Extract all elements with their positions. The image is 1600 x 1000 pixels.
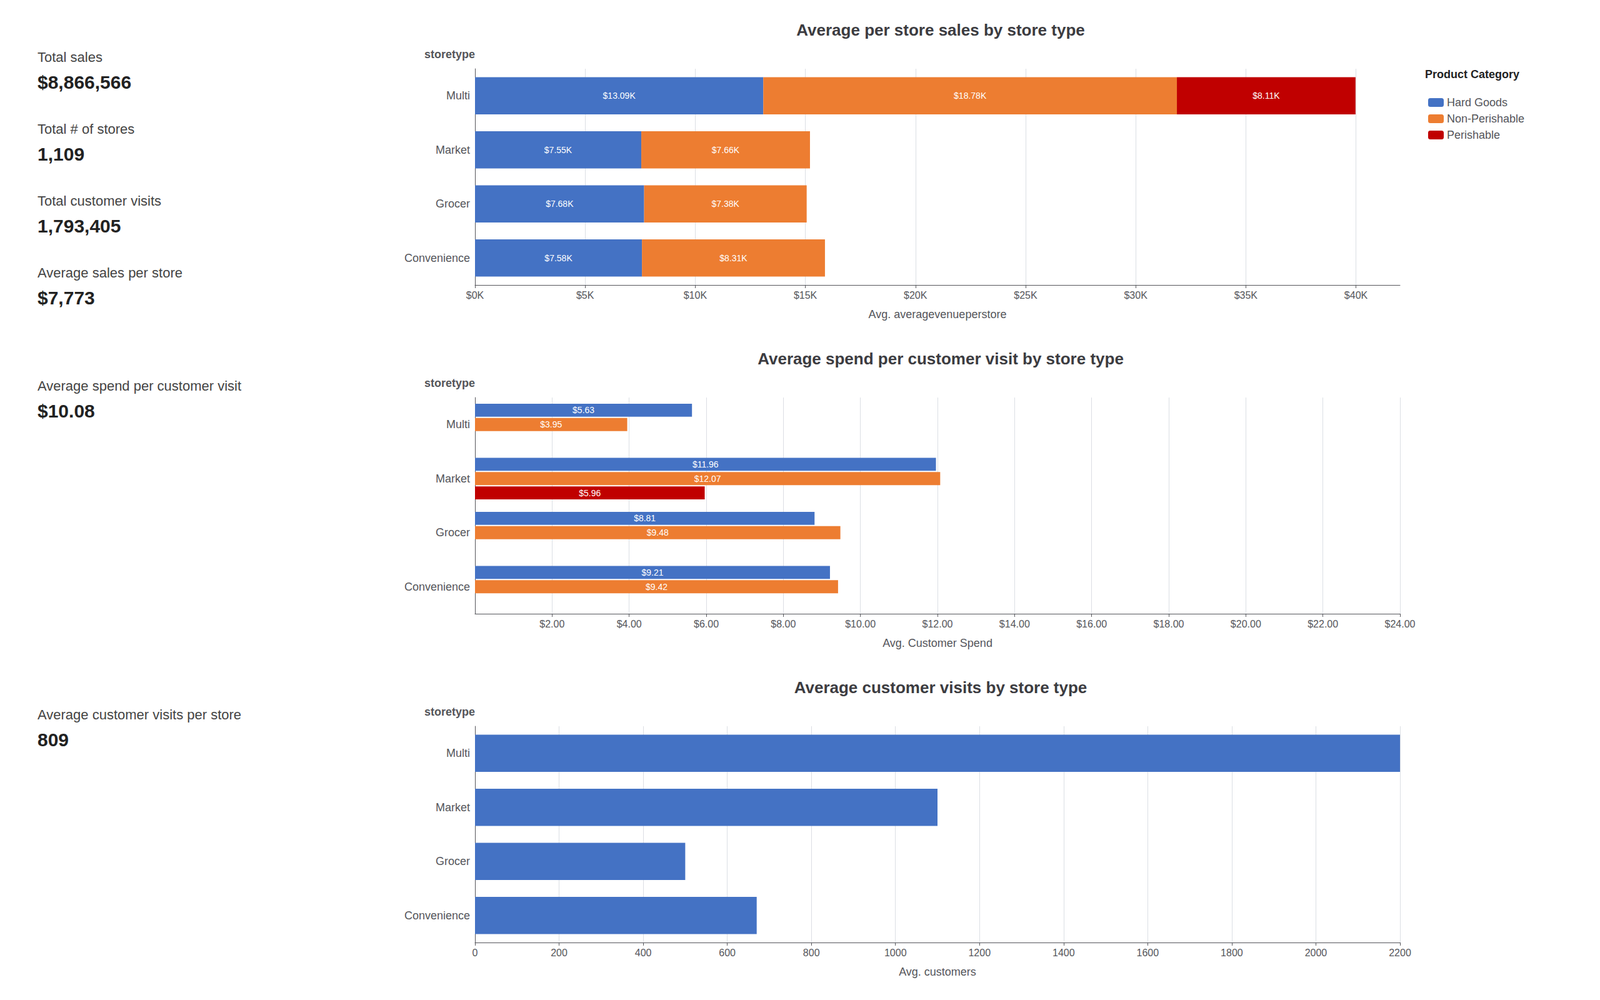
svg-text:200: 200 bbox=[550, 947, 568, 959]
svg-text:storetype: storetype bbox=[424, 376, 475, 390]
svg-text:$11.96: $11.96 bbox=[692, 459, 719, 470]
svg-text:Convenience: Convenience bbox=[404, 580, 470, 594]
svg-text:Grocer: Grocer bbox=[435, 526, 470, 539]
svg-text:$40K: $40K bbox=[1344, 290, 1369, 301]
svg-text:$22.00: $22.00 bbox=[1307, 618, 1339, 630]
svg-text:Total sales: Total sales bbox=[37, 49, 103, 65]
svg-text:$8.11K: $8.11K bbox=[1252, 90, 1280, 101]
svg-text:Avg. Customer Spend: Avg. Customer Spend bbox=[882, 636, 993, 650]
svg-text:$7.68K: $7.68K bbox=[545, 198, 574, 209]
svg-text:$12.07: $12.07 bbox=[694, 473, 722, 484]
svg-text:$18.78K: $18.78K bbox=[953, 90, 987, 101]
svg-text:1800: 1800 bbox=[1220, 947, 1244, 959]
svg-text:Average spend per customer vis: Average spend per customer visit by stor… bbox=[757, 349, 1124, 369]
svg-text:Grocer: Grocer bbox=[435, 855, 470, 868]
svg-text:0: 0 bbox=[472, 947, 479, 959]
svg-text:$10.08: $10.08 bbox=[37, 400, 95, 422]
svg-text:2200: 2200 bbox=[1388, 947, 1412, 959]
svg-text:Market: Market bbox=[435, 143, 470, 157]
svg-text:$30K: $30K bbox=[1123, 290, 1148, 301]
svg-text:$10.00: $10.00 bbox=[845, 618, 876, 630]
svg-text:$5K: $5K bbox=[576, 290, 595, 301]
svg-text:$7.58K: $7.58K bbox=[544, 253, 573, 264]
svg-text:$8.00: $8.00 bbox=[770, 618, 796, 630]
svg-text:Grocer: Grocer bbox=[435, 197, 470, 210]
svg-text:809: 809 bbox=[37, 729, 69, 750]
svg-text:Total # of stores: Total # of stores bbox=[37, 121, 135, 137]
svg-text:$2.00: $2.00 bbox=[539, 618, 565, 630]
svg-text:$7.38K: $7.38K bbox=[711, 198, 740, 209]
svg-text:1,109: 1,109 bbox=[37, 143, 85, 165]
svg-text:Product Category: Product Category bbox=[1425, 68, 1520, 81]
svg-text:Average sales per store: Average sales per store bbox=[37, 265, 183, 281]
svg-text:$20K: $20K bbox=[903, 290, 928, 301]
svg-text:$15K: $15K bbox=[793, 290, 818, 301]
svg-text:$4.00: $4.00 bbox=[616, 618, 642, 630]
svg-text:$16.00: $16.00 bbox=[1076, 618, 1107, 630]
svg-text:Average spend per customer vis: Average spend per customer visit bbox=[37, 378, 242, 394]
svg-text:Avg. averagevenueperstore: Avg. averagevenueperstore bbox=[868, 308, 1007, 321]
svg-text:$3.95: $3.95 bbox=[540, 419, 562, 430]
svg-text:$13.09K: $13.09K bbox=[603, 90, 637, 101]
svg-text:2000: 2000 bbox=[1305, 947, 1328, 959]
svg-text:Avg. customers: Avg. customers bbox=[898, 965, 977, 979]
svg-text:400: 400 bbox=[635, 947, 652, 959]
svg-text:Average per store sales by sto: Average per store sales by store type bbox=[796, 20, 1085, 40]
svg-text:$9.42: $9.42 bbox=[645, 581, 668, 592]
svg-text:$7,773: $7,773 bbox=[37, 287, 95, 309]
svg-text:Convenience: Convenience bbox=[404, 909, 470, 922]
svg-text:$35K: $35K bbox=[1234, 290, 1259, 301]
svg-text:Total customer visits: Total customer visits bbox=[37, 193, 162, 209]
svg-text:$6.00: $6.00 bbox=[693, 618, 719, 630]
svg-text:$24.00: $24.00 bbox=[1385, 618, 1416, 630]
svg-text:Average customer visits per st: Average customer visits per store bbox=[37, 706, 242, 723]
svg-text:storetype: storetype bbox=[424, 705, 475, 719]
svg-text:$9.21: $9.21 bbox=[641, 567, 664, 578]
svg-text:Multi: Multi bbox=[446, 418, 470, 431]
svg-text:$8.81: $8.81 bbox=[633, 513, 656, 524]
svg-text:$14.00: $14.00 bbox=[999, 618, 1030, 630]
svg-text:Non-Perishable: Non-Perishable bbox=[1446, 112, 1525, 125]
svg-text:$0K: $0K bbox=[466, 290, 485, 301]
svg-text:$18.00: $18.00 bbox=[1153, 618, 1185, 630]
svg-text:Convenience: Convenience bbox=[404, 251, 470, 265]
svg-text:Average customer visits by sto: Average customer visits by store type bbox=[794, 678, 1088, 697]
svg-text:Multi: Multi bbox=[446, 89, 470, 102]
svg-text:Market: Market bbox=[435, 472, 470, 485]
svg-text:$7.55K: $7.55K bbox=[544, 145, 573, 155]
svg-text:600: 600 bbox=[718, 947, 736, 959]
svg-text:$9.48: $9.48 bbox=[646, 527, 669, 538]
svg-text:Perishable: Perishable bbox=[1446, 128, 1500, 142]
svg-text:$5.63: $5.63 bbox=[572, 405, 595, 415]
svg-text:1600: 1600 bbox=[1136, 947, 1160, 959]
svg-text:$5.96: $5.96 bbox=[578, 488, 601, 499]
svg-text:$12.00: $12.00 bbox=[922, 618, 954, 630]
svg-text:Market: Market bbox=[435, 801, 470, 814]
svg-text:$20.00: $20.00 bbox=[1230, 618, 1262, 630]
svg-text:$10K: $10K bbox=[683, 290, 708, 301]
svg-text:1,793,405: 1,793,405 bbox=[37, 215, 121, 237]
svg-text:Hard Goods: Hard Goods bbox=[1446, 96, 1508, 109]
svg-text:storetype: storetype bbox=[424, 48, 475, 61]
svg-text:Multi: Multi bbox=[446, 746, 470, 760]
svg-text:1000: 1000 bbox=[884, 947, 907, 959]
svg-text:$8,866,566: $8,866,566 bbox=[37, 71, 132, 93]
svg-text:$8.31K: $8.31K bbox=[719, 253, 748, 264]
svg-text:$25K: $25K bbox=[1013, 290, 1038, 301]
svg-text:800: 800 bbox=[803, 947, 820, 959]
svg-text:1200: 1200 bbox=[968, 947, 991, 959]
svg-text:$7.66K: $7.66K bbox=[711, 145, 740, 155]
svg-text:1400: 1400 bbox=[1052, 947, 1075, 959]
